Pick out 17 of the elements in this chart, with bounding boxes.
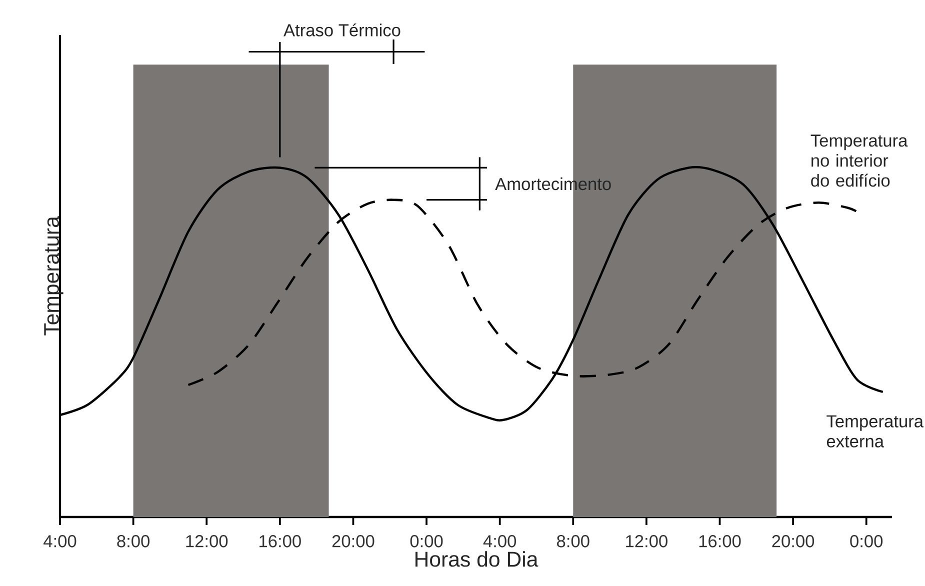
text: Temperatura externa: [826, 415, 924, 448]
x-tick-label: 0:00: [410, 535, 443, 548]
x-tick-label: 20:00: [332, 535, 374, 548]
x-tick-label: 16:00: [699, 535, 741, 548]
x-tick-label: 20:00: [772, 535, 814, 548]
x-tick-label: 8:00: [117, 535, 150, 548]
x-tick-label: 16:00: [260, 535, 301, 548]
x-tick-label: 8:00: [557, 535, 590, 548]
x-tick-label: 4:00: [44, 535, 76, 548]
x-tick-label: 12:00: [186, 535, 228, 548]
text: Atraso Térmico: [284, 23, 400, 36]
y-axis-title: Temperatura: [44, 216, 64, 336]
x-axis-title: Horas do Dia: [416, 551, 538, 567]
x-tick-label: 12:00: [626, 535, 668, 548]
x-tick-label: 4:00: [483, 535, 516, 548]
x-tick-label: 0:00: [850, 535, 883, 548]
series-label: Temperatura no interior do edifício: [810, 134, 908, 187]
